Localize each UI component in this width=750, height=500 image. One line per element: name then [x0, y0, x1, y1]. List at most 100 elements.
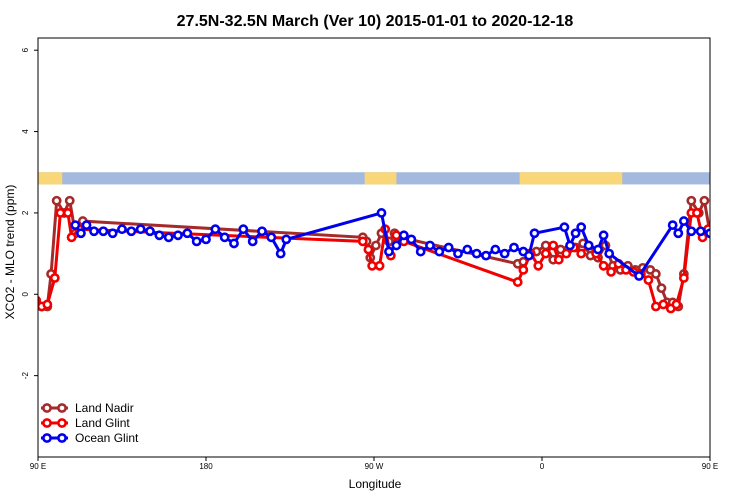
- data-point: [462, 244, 473, 255]
- y-tick-label: 6: [21, 47, 30, 52]
- data-point: [357, 236, 368, 247]
- data-point: [51, 195, 62, 206]
- x-tick-label: 0: [540, 462, 545, 471]
- data-point: [734, 226, 741, 233]
- data-point: [89, 226, 99, 237]
- data-point: [650, 301, 661, 312]
- data-point: [49, 273, 60, 283]
- data-point: [275, 248, 286, 259]
- data-point: [570, 228, 581, 239]
- data-point: [66, 232, 77, 243]
- data-point: [76, 228, 86, 239]
- data-point: [182, 228, 193, 239]
- data-point: [376, 208, 387, 218]
- data-point: [673, 228, 684, 239]
- legend-marker: [57, 433, 67, 443]
- data-point: [583, 240, 594, 251]
- data-point: [533, 260, 544, 271]
- data-point: [671, 299, 682, 310]
- data-point: [191, 236, 202, 247]
- data-point: [81, 220, 92, 231]
- data-point: [576, 222, 587, 233]
- y-tick-label: 2: [21, 210, 30, 215]
- data-point: [391, 240, 402, 251]
- data-point: [374, 260, 385, 271]
- legend-marker: [42, 403, 52, 413]
- data-point: [548, 240, 559, 251]
- legend-item: Land Glint: [41, 416, 130, 430]
- data-point: [650, 269, 661, 279]
- data-point: [576, 248, 587, 259]
- y-axis-label: XCO2 - MLO trend (ppm): [3, 185, 17, 320]
- y-axis: -2 0 2 4 6: [21, 47, 38, 379]
- data-point: [135, 224, 146, 235]
- data-point: [453, 248, 463, 259]
- series-layer: [38, 195, 750, 314]
- data-point: [163, 232, 174, 243]
- data-point: [643, 275, 654, 285]
- data-point: [695, 226, 706, 237]
- data-point: [107, 228, 118, 239]
- data-point: [363, 244, 374, 255]
- x-tick-label: 90 E: [30, 462, 46, 471]
- data-point: [553, 254, 564, 265]
- data-point: [117, 224, 127, 235]
- data-point: [64, 195, 75, 206]
- data-point: [559, 222, 570, 233]
- legend-marker: [42, 433, 52, 443]
- data-point: [425, 240, 435, 251]
- data-point: [540, 240, 551, 251]
- data-point: [540, 248, 551, 259]
- data-point: [481, 250, 491, 261]
- data-point: [714, 217, 721, 224]
- legend-label: Land Glint: [75, 416, 130, 430]
- data-point: [370, 240, 381, 251]
- data-point: [219, 232, 230, 243]
- data-point: [238, 224, 249, 235]
- chart-title: 27.5N-32.5N March (Ver 10) 2015-01-01 to…: [177, 13, 574, 30]
- data-point: [658, 299, 669, 310]
- x-axis-label: Longitude: [349, 477, 402, 491]
- land-ocean-strip: [38, 172, 710, 185]
- data-point: [499, 248, 510, 259]
- data-point: [634, 271, 644, 281]
- data-point: [565, 240, 575, 251]
- data-point: [62, 208, 73, 218]
- data-point: [606, 267, 616, 277]
- data-point: [98, 226, 109, 237]
- data-point: [524, 250, 534, 261]
- data-point: [145, 226, 155, 237]
- data-point: [529, 228, 540, 239]
- legend-marker: [57, 418, 67, 428]
- x-tick-label: 180: [199, 462, 213, 471]
- data-point: [266, 232, 277, 243]
- data-point: [415, 246, 426, 257]
- data-point: [686, 226, 697, 237]
- x-tick-label: 90 E: [702, 462, 718, 471]
- data-point: [744, 228, 750, 235]
- data-point: [367, 260, 378, 271]
- data-point: [490, 244, 501, 255]
- data-point: [604, 248, 615, 259]
- data-point: [656, 283, 667, 294]
- legend-item: Ocean Glint: [41, 431, 139, 445]
- data-point: [667, 220, 678, 231]
- data-point: [598, 230, 609, 241]
- data-point: [398, 230, 409, 241]
- data-point: [257, 226, 267, 237]
- data-point: [434, 246, 445, 257]
- data-point: [55, 208, 66, 218]
- data-point: [406, 234, 417, 245]
- data-point: [443, 242, 454, 253]
- data-point: [201, 234, 211, 245]
- data-point: [518, 264, 529, 275]
- data-point: [210, 224, 221, 235]
- data-point: [716, 226, 723, 233]
- data-point: [384, 246, 394, 257]
- data-point: [593, 244, 603, 255]
- legend-label: Land Nadir: [75, 401, 134, 415]
- series-line: [38, 195, 710, 310]
